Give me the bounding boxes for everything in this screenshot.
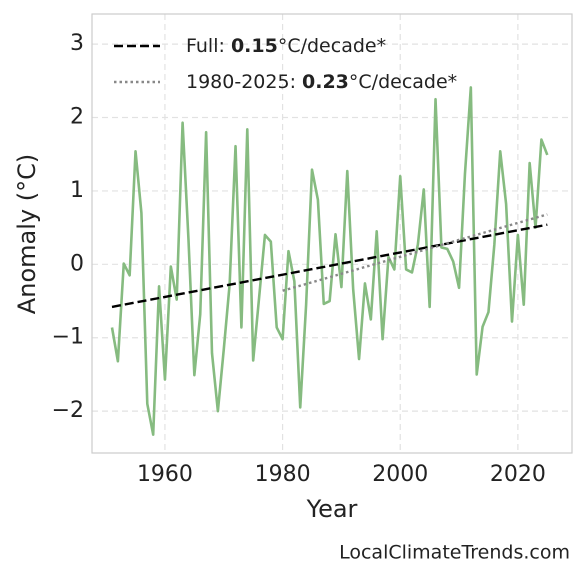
plot-frame xyxy=(91,13,573,454)
x-axis-label: Year xyxy=(306,495,358,523)
source: LocalClimateTrends.com xyxy=(339,542,570,564)
x-tick-label: 1980 xyxy=(255,462,311,487)
y-tick-label: −1 xyxy=(52,325,84,350)
legend-label: 1980-2025: 0.23°C/decade* xyxy=(186,71,457,93)
legend-label-part: 0.15 xyxy=(231,35,278,57)
legend-label-part: °C/decade* xyxy=(349,71,457,93)
x-tick-label: 2000 xyxy=(372,462,428,487)
y-tick-label: 1 xyxy=(70,178,84,203)
y-tick-label: 0 xyxy=(70,251,84,276)
series-line xyxy=(110,86,549,436)
legend-label-part: 1980-2025: xyxy=(186,71,302,93)
legend-label-part: 0.23 xyxy=(302,71,349,93)
legend-label: Full: 0.15°C/decade* xyxy=(186,35,386,57)
series-line xyxy=(282,213,548,292)
y-tick-label: 3 xyxy=(70,31,84,56)
y-tick-label: 2 xyxy=(70,105,84,130)
y-axis-label: Anomaly (°C) xyxy=(13,154,41,314)
y-tick-label: −2 xyxy=(52,398,84,423)
x-tick-label: 2020 xyxy=(490,462,546,487)
legend-label-part: °C/decade* xyxy=(278,35,386,57)
series-line xyxy=(111,223,548,309)
x-tick-label: 1960 xyxy=(137,462,193,487)
legend-label-part: Full: xyxy=(186,35,231,57)
